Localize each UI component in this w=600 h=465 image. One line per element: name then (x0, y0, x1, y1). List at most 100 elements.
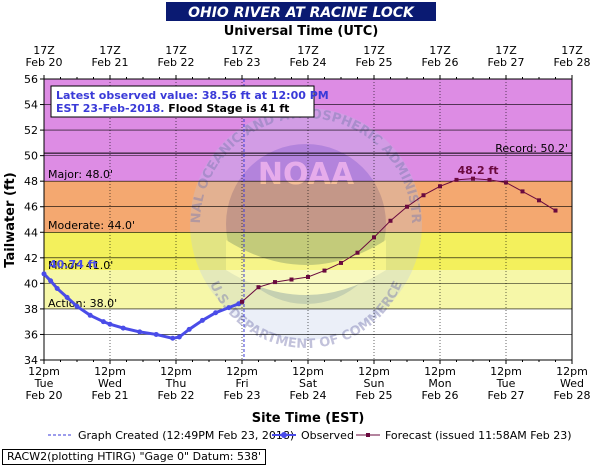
forecast-point (256, 285, 261, 290)
y-axis-title: Tailwater (ft) (3, 172, 18, 267)
start-value-label: 40.74 ft (49, 258, 98, 271)
forecast-point (273, 280, 277, 285)
plot-border (43, 78, 573, 361)
forecast-point (405, 204, 409, 209)
forecast-point (504, 180, 508, 185)
observed-point (54, 285, 60, 291)
observed-point (137, 329, 143, 335)
x-tick-label-top: 17Z (99, 44, 121, 57)
peak-label: 48.2 ft (457, 164, 498, 177)
forecast-point (487, 177, 492, 182)
observed-point (87, 312, 93, 318)
forecast-point (471, 176, 475, 181)
forecast-point (355, 250, 360, 255)
x-tick-label-bottom: 12pm (160, 365, 192, 378)
major-label: Major: 48.0' (48, 168, 113, 181)
observed-point (41, 271, 47, 277)
latest-observed-line1: Latest observed value: 38.56 ft at 12:00… (56, 89, 329, 102)
x-tick-label-top: 17Z (429, 44, 451, 57)
x-tick-label-top: 17Z (33, 44, 55, 57)
x-tick-label-bottom: Feb 22 (158, 389, 195, 402)
y-tick-label: 52 (24, 124, 38, 137)
legend-observed-marker (281, 432, 287, 438)
x-tick-label-top: Feb 25 (356, 56, 393, 69)
x-tick-label-top: Feb 24 (290, 56, 327, 69)
moderate-label: Moderate: 44.0' (48, 219, 135, 232)
y-tick-label: 36 (24, 328, 38, 341)
x-tick-label-bottom: Tue (34, 377, 54, 390)
y-tick-label: 54 (24, 99, 38, 112)
x-tick-label-bottom: 12pm (490, 365, 522, 378)
x-tick-label-top: Feb 27 (488, 56, 525, 69)
y-tick-label: 46 (24, 201, 38, 214)
x-tick-label-bottom: 12pm (358, 365, 390, 378)
datum-footer: RACW2(plotting HTIRG) "Gage 0" Datum: 53… (2, 449, 267, 465)
forecast-point (289, 277, 294, 282)
x-tick-label-top: 17Z (297, 44, 319, 57)
observed-point (48, 278, 54, 284)
x-tick-label-bottom: Feb 21 (92, 389, 129, 402)
legend-forecast-marker (366, 433, 370, 437)
x-tick-label-bottom: Thu (165, 377, 187, 390)
observed-point (170, 335, 176, 341)
x-tick-label-bottom: Wed (560, 377, 584, 390)
x-tick-label-top: 17Z (363, 44, 385, 57)
observed-point (107, 321, 113, 327)
observed-point (120, 325, 126, 331)
forecast-line (241, 178, 556, 303)
x-tick-label-bottom: Tue (496, 377, 516, 390)
latest-observed-box (50, 85, 315, 118)
x-tick-label-bottom: Feb 24 (290, 389, 327, 402)
x-tick-label-top: Feb 23 (224, 56, 261, 69)
latest-observed-line2: EST 23-Feb-2018. Flood Stage is 41 ft (56, 102, 289, 115)
legend-observed-label: Observed (301, 429, 354, 442)
x-tick-label-bottom: 12pm (292, 365, 324, 378)
forecast-point (240, 299, 244, 304)
x-tick-label-bottom: 12pm (556, 365, 588, 378)
legend-created-label: Graph Created (12:49PM Feb 23, 2018) (78, 429, 294, 442)
top-axis-title: Universal Time (UTC) (224, 24, 379, 39)
observed-point (213, 310, 219, 316)
forecast-point (388, 218, 393, 223)
forecast-point (372, 235, 376, 240)
observed-point (176, 334, 182, 340)
observed-point (226, 305, 232, 311)
forecast-point (306, 274, 310, 279)
x-tick-label-bottom: 12pm (94, 365, 126, 378)
y-tick-label: 48 (24, 175, 38, 188)
x-tick-label-bottom: Feb 27 (488, 389, 525, 402)
title-bar (166, 2, 436, 21)
x-tick-label-top: 17Z (495, 44, 517, 57)
forecast-point (454, 177, 459, 182)
x-tick-label-top: Feb 26 (422, 56, 459, 69)
x-tick-label-bottom: Feb 28 (554, 389, 591, 402)
noaa-watermark: NOAA (190, 108, 422, 340)
x-tick-label-top: 17Z (561, 44, 583, 57)
forecast-point (322, 268, 327, 273)
x-tick-label-top: Feb 21 (92, 56, 129, 69)
y-tick-label: 44 (24, 226, 38, 239)
x-tick-label-top: 17Z (165, 44, 187, 57)
y-tick-label: 38 (24, 303, 38, 316)
x-tick-label-bottom: Sat (299, 377, 318, 390)
observed-point (74, 303, 80, 309)
record-label: Record: 50.2' (495, 142, 568, 155)
action-label: Action: 38.0' (48, 297, 117, 310)
forecast-point (520, 189, 525, 194)
data-series (41, 176, 558, 341)
x-tick-label-top: 17Z (231, 44, 253, 57)
watermark-center-text: NOAA (258, 157, 355, 192)
y-tick-label: 42 (24, 252, 38, 265)
observed-point (186, 326, 192, 332)
x-tick-label-top: Feb 28 (554, 56, 591, 69)
x-tick-label-top: Feb 20 (26, 56, 63, 69)
y-tick-label: 40 (24, 277, 38, 290)
forecast-point (421, 193, 426, 198)
x-tick-label-bottom: 12pm (424, 365, 456, 378)
y-tick-label: 34 (24, 354, 38, 367)
y-tick-label: 56 (24, 73, 38, 86)
x-tick-label-bottom: Sun (364, 377, 385, 390)
x-tick-label-bottom: Mon (428, 377, 451, 390)
